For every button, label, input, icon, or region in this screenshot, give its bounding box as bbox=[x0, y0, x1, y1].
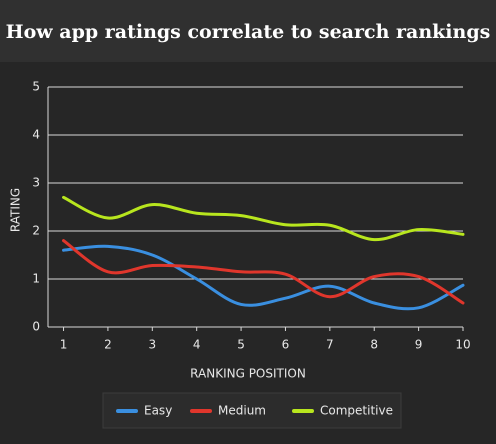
x-tick-label: 2 bbox=[104, 338, 112, 352]
legend-box bbox=[102, 392, 402, 429]
title-bar bbox=[0, 0, 496, 62]
y-tick-label: 1 bbox=[32, 272, 40, 286]
legend-label: Competitive bbox=[320, 404, 393, 418]
y-axis-label: RATING bbox=[9, 188, 23, 232]
y-tick-label: 2 bbox=[32, 224, 40, 238]
x-tick-label: 1 bbox=[60, 338, 68, 352]
line bbox=[62, 244, 465, 311]
legend-label: Easy bbox=[144, 404, 172, 418]
y-tick-label: 3 bbox=[32, 176, 40, 190]
x-tick-label: 7 bbox=[326, 338, 334, 352]
x-tick-label: 8 bbox=[370, 338, 378, 352]
y-tick-label: 4 bbox=[32, 128, 40, 142]
x-axis-label: RANKING POSITION bbox=[190, 367, 306, 381]
x-tick-label: 9 bbox=[415, 338, 423, 352]
chart-title: How app ratings correlate to search rank… bbox=[6, 21, 491, 43]
x-tick-label: 3 bbox=[148, 338, 156, 352]
y-tick-label: 5 bbox=[32, 80, 40, 94]
x-tick-label: 5 bbox=[237, 338, 245, 352]
line bbox=[62, 195, 465, 242]
x-tick-label: 10 bbox=[455, 338, 470, 352]
line bbox=[62, 239, 465, 305]
y-tick-label: 0 bbox=[32, 320, 40, 334]
legend-label: Medium bbox=[218, 404, 266, 418]
x-tick-label: 6 bbox=[282, 338, 290, 352]
x-tick-label: 4 bbox=[193, 338, 201, 352]
